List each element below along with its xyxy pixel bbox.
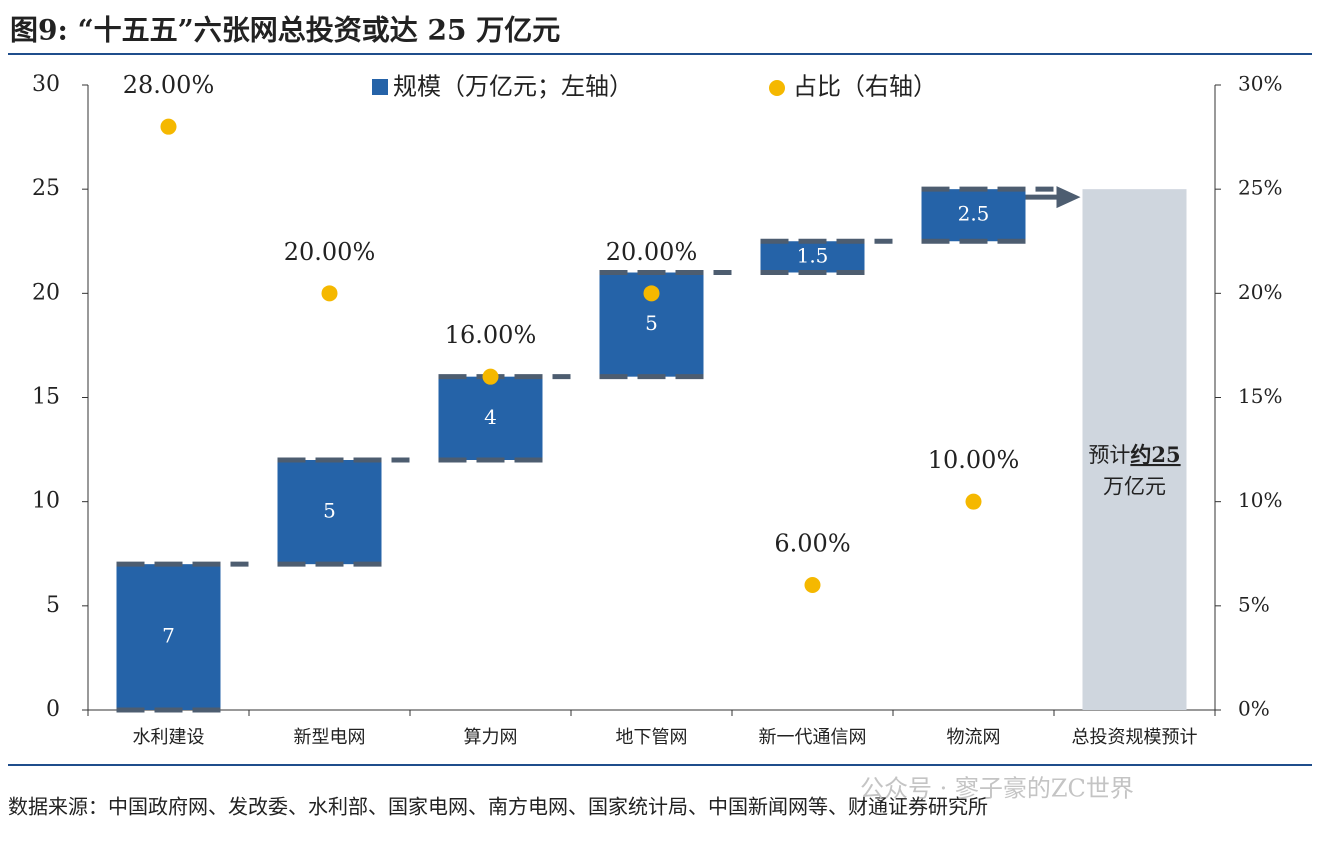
bar-label: 1.5 [797,243,829,267]
x-tick-label: 总投资规模预计 [1072,727,1198,748]
bar [277,460,382,565]
bar-label: 5 [645,311,658,335]
y2-tick-label: 20% [1238,280,1282,304]
point [482,368,499,385]
total-bar [1082,189,1187,710]
point-label: 10.00% [928,446,1020,474]
y2-tick-label: 30% [1238,72,1282,96]
y2-tick-label: 15% [1238,384,1282,408]
y-tick-label: 30 [32,72,60,97]
point-label: 28.00% [123,71,215,99]
point [804,577,821,593]
chart-title: 图9: “十五五”六张网总投资或达 25 万亿元 [10,14,560,47]
x-tick-label: 地下管网 [616,727,688,748]
point-label: 16.00% [445,321,537,349]
y2-tick-label: 5% [1238,592,1270,616]
point [160,118,177,135]
bar [438,376,543,460]
bar-label: 4 [484,405,497,429]
point-label: 20.00% [606,238,698,266]
legend-label: 规模（万亿元；左轴） [393,73,633,101]
y2-tick-label: 0% [1238,697,1270,721]
bar [760,241,865,273]
total-label: 万亿元 [1103,475,1166,499]
point-label: 20.00% [284,238,376,266]
x-tick-label: 新型电网 [294,727,366,748]
point [321,285,338,302]
y-tick-label: 25 [32,176,60,201]
point [965,493,982,510]
point-label: 6.00% [774,530,850,558]
bar [921,189,1026,242]
y-tick-label: 15 [32,385,60,410]
total-label: 预计约25 [1088,442,1180,467]
x-tick-label: 算力网 [464,727,518,748]
point [643,285,660,302]
total-label-part: 预计 [1088,443,1130,467]
bar-label: 2.5 [958,202,990,226]
y-tick-label: 10 [32,489,60,514]
bar-label: 5 [323,499,336,523]
arrow-head [1056,186,1081,209]
x-tick-label: 新一代通信网 [759,727,867,748]
x-tick-label: 物流网 [947,727,1001,748]
legend-label: 占比（右轴） [793,73,937,101]
source: 数据来源：中国政府网、发改委、水利部、国家电网、南方电网、国家统计局、中国新闻网… [8,795,988,819]
total-label-part: 约25 [1130,442,1180,467]
x-tick-label: 水利建设 [133,727,205,748]
legend-swatch [372,79,388,95]
legend-swatch [769,80,785,96]
watermark: 公众号 · 寥子豪的ZC世界 [860,775,1134,803]
y2-tick-label: 25% [1238,176,1282,200]
bar [116,564,221,710]
bar-label: 7 [162,624,175,648]
y-tick-label: 0 [46,697,60,722]
y-tick-label: 5 [46,593,60,618]
y2-tick-label: 10% [1238,488,1282,512]
y-tick-label: 20 [32,280,60,305]
